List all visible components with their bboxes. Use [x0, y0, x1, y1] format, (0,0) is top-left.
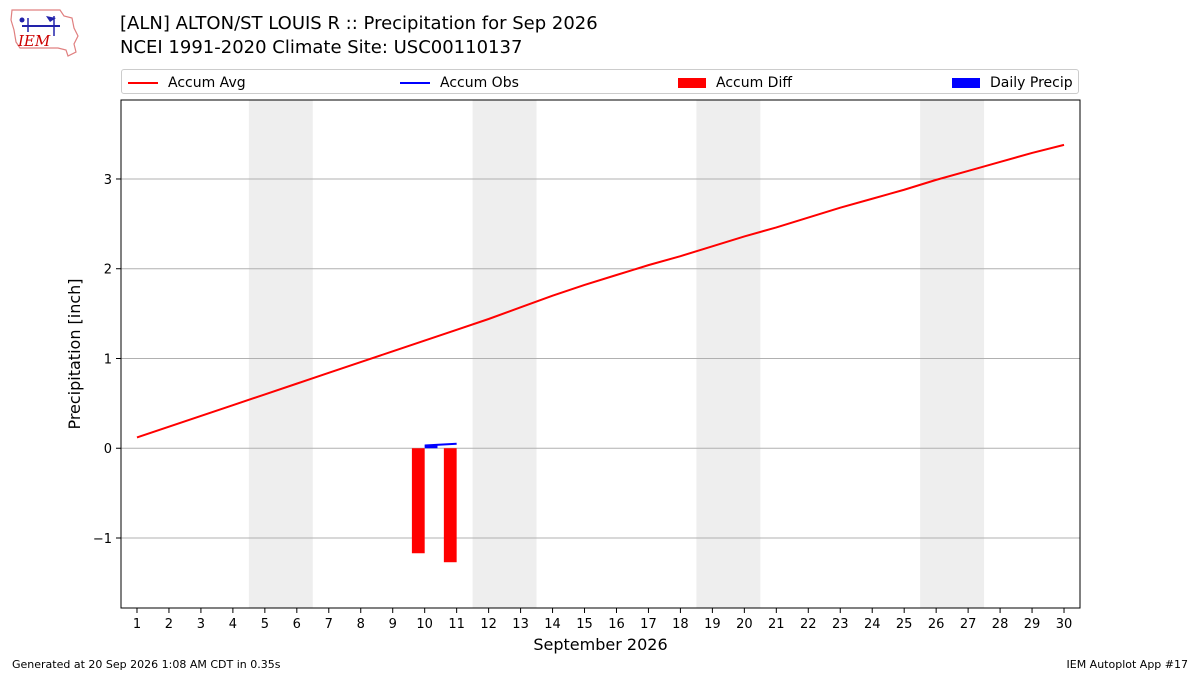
- x-tick-label: 12: [480, 617, 497, 632]
- x-tick-label: 11: [448, 617, 465, 632]
- x-tick-label: 2: [165, 617, 173, 632]
- x-tick-label: 20: [736, 617, 753, 632]
- x-tick-label: 21: [768, 617, 785, 632]
- chart-title: [ALN] ALTON/ST LOUIS R :: Precipitation …: [120, 12, 598, 60]
- plot-frame: [120, 99, 1081, 609]
- x-tick-label: 17: [640, 617, 657, 632]
- y-tick-label: 2: [104, 263, 112, 278]
- x-tick-label: 22: [800, 617, 817, 632]
- x-tick-label: 8: [357, 617, 365, 632]
- x-tick-label: 9: [389, 617, 397, 632]
- weekend-band-3: [696, 100, 761, 608]
- legend-label-daily-precip: Daily Precip: [990, 74, 1073, 91]
- x-tick-label: 27: [960, 617, 977, 632]
- legend-swatch-accum-avg: [128, 81, 158, 84]
- legend-label-accum-obs: Accum Obs: [440, 74, 519, 91]
- legend-label-accum-diff: Accum Diff: [716, 74, 793, 91]
- x-tick-label: 13: [512, 617, 529, 632]
- y-tick-label: −1: [93, 532, 112, 547]
- x-tick-label: 25: [896, 617, 913, 632]
- x-tick-label: 15: [576, 617, 593, 632]
- legend-swatch-accum-obs: [400, 81, 430, 84]
- generated-note: Generated at 20 Sep 2026 1:08 AM CDT in …: [12, 658, 281, 671]
- x-tick-label: 14: [544, 617, 561, 632]
- y-tick-label: 1: [104, 352, 112, 367]
- legend-item-accum-avg: Accum Avg: [128, 70, 246, 95]
- x-tick-label: 7: [325, 617, 333, 632]
- legend-item-daily-precip: Daily Precip: [952, 70, 1073, 95]
- x-tick-label: 28: [992, 617, 1009, 632]
- accum-avg-line: [136, 143, 1065, 439]
- x-axis-label: September 2026: [533, 635, 667, 654]
- title-line-1: [ALN] ALTON/ST LOUIS R :: Precipitation …: [120, 13, 598, 34]
- x-tick-label: 24: [864, 617, 881, 632]
- accum-diff-bar: [411, 448, 425, 554]
- x-tick-label: 4: [229, 617, 237, 632]
- x-tick-label: 1: [133, 617, 141, 632]
- x-tick-label: 16: [608, 617, 625, 632]
- legend-swatch-daily-precip: [952, 77, 980, 88]
- accum-diff-bar: [443, 448, 457, 563]
- iem-logo: IEM: [10, 9, 79, 57]
- x-tick-label: 6: [293, 617, 301, 632]
- legend-item-accum-obs: Accum Obs: [400, 70, 519, 95]
- y-tick-label: 0: [104, 442, 112, 457]
- x-tick-label: 18: [672, 617, 689, 632]
- accum-obs-line: [424, 442, 457, 447]
- weekend-band-1: [248, 100, 313, 608]
- x-tick-label: 23: [832, 617, 849, 632]
- legend-swatch-accum-diff: [678, 77, 706, 88]
- title-line-2: NCEI 1991-2020 Climate Site: USC00110137: [120, 37, 523, 58]
- x-tick-label: 19: [704, 617, 721, 632]
- weekend-band-4: [920, 100, 985, 608]
- daily-precip-bar: [424, 445, 438, 449]
- app-note: IEM Autoplot App #17: [1066, 658, 1189, 671]
- logo-text: IEM: [17, 32, 51, 50]
- legend: Accum Avg Accum Obs Accum Diff Daily Pre…: [121, 69, 1079, 94]
- x-tick-label: 10: [416, 617, 433, 632]
- x-tick-label: 3: [197, 617, 205, 632]
- weekend-band-2: [472, 100, 537, 608]
- x-tick-label: 29: [1024, 617, 1041, 632]
- x-tick-label: 5: [261, 617, 269, 632]
- x-tick-label: 26: [928, 617, 945, 632]
- y-axis-label: Precipitation [inch]: [65, 278, 84, 429]
- legend-item-accum-diff: Accum Diff: [678, 70, 792, 95]
- y-tick-label: 3: [104, 173, 112, 188]
- x-tick-label: 30: [1056, 617, 1073, 632]
- legend-label-accum-avg: Accum Avg: [168, 74, 246, 91]
